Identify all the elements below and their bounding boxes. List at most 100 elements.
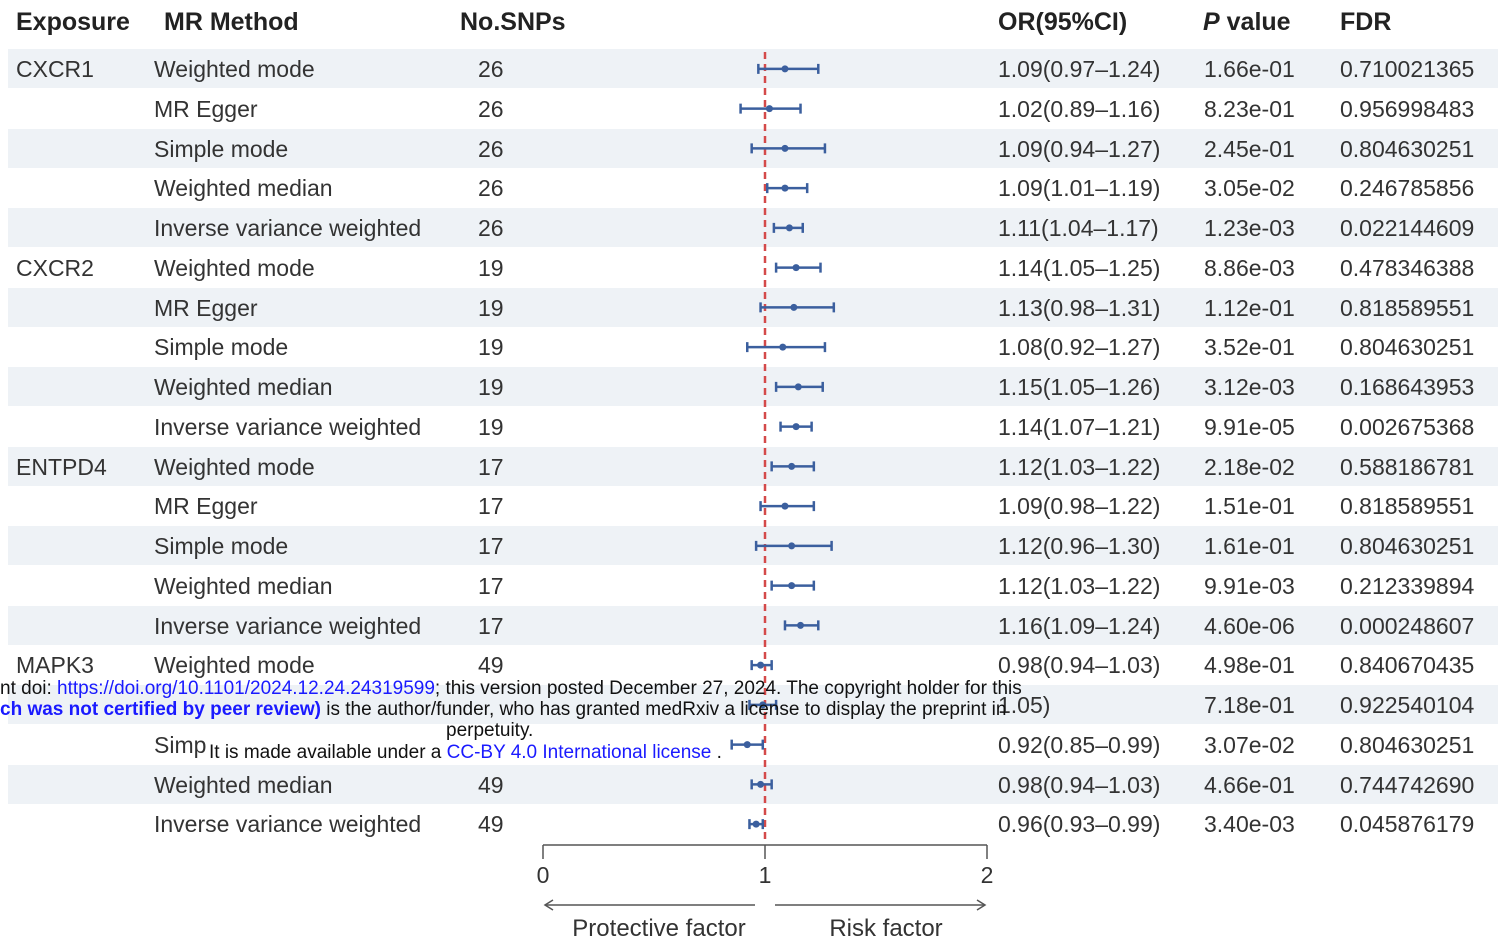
x-tick-label: 1 — [759, 862, 772, 888]
notice-available-suffix: . — [711, 742, 722, 763]
cell-nsnps: 26 — [478, 135, 504, 162]
cell-method: Inverse variance weighted — [154, 811, 422, 838]
cell-fdr: 0.744742690 — [1340, 771, 1475, 798]
cell-p-value: 3.12e-03 — [1204, 374, 1295, 400]
point-estimate — [788, 542, 796, 550]
cell-fdr: 0.168643953 — [1340, 374, 1475, 400]
cell-p-value: 3.07e-02 — [1204, 731, 1295, 758]
point-estimate — [779, 343, 787, 351]
cell-method: Weighted mode — [154, 652, 315, 679]
cell-or-ci: 1.09(1.01–1.19) — [998, 175, 1161, 202]
cell-method: Weighted mode — [154, 254, 315, 281]
x-tick-label: 0 — [537, 862, 550, 888]
cell-nsnps: 49 — [478, 652, 504, 679]
cell-fdr: 0.588186781 — [1340, 453, 1475, 480]
point-estimate — [781, 502, 789, 510]
cell-or-ci: 1.12(0.96–1.30) — [998, 533, 1161, 559]
cell-exposure: ENTPD4 — [16, 453, 107, 480]
cell-p-value: 4.60e-06 — [1204, 612, 1295, 639]
notice-line-2: ch was not certified by peer review) is … — [0, 699, 1006, 721]
cell-p-value: 8.23e-01 — [1204, 95, 1295, 122]
cell-fdr: 0.478346388 — [1340, 254, 1475, 281]
cell-exposure: MAPK3 — [16, 652, 94, 679]
table-row: MR Egger 17 1.09(0.98–1.22) 1.51e-01 0.81858… — [8, 486, 1498, 525]
cell-p-value: 8.86e-03 — [1204, 254, 1295, 281]
point-estimate — [757, 780, 765, 788]
cell-p-value: 1.12e-01 — [1204, 294, 1295, 321]
protective-factor-label: Protective factor — [572, 915, 745, 942]
cell-fdr: 0.956998483 — [1340, 95, 1475, 122]
cell-nsnps: 17 — [478, 453, 504, 480]
header-p-value: P value — [1203, 8, 1291, 37]
cell-or-ci: 1.09(0.97–1.24) — [998, 56, 1161, 82]
cell-p-value: 3.52e-01 — [1204, 334, 1295, 361]
cell-fdr: 0.212339894 — [1340, 572, 1475, 599]
cell-p-value: 1.51e-01 — [1204, 493, 1295, 520]
table-row: MR Egger 19 1.13(0.98–1.31) 1.12e-01 0.81858… — [8, 287, 1498, 327]
notice-line-3: perpetuity. — [446, 720, 534, 741]
cell-method: Weighted median — [154, 771, 333, 798]
header-exposure: Exposure — [16, 8, 130, 36]
notice-cc-link[interactable]: CC-BY 4.0 International license — [446, 742, 712, 763]
cell-fdr: 0.710021365 — [1340, 56, 1475, 82]
risk-arrow-head — [976, 899, 987, 911]
table-row: Weighted median 17 1.12(1.03–1.22) 9.91e-03… — [8, 566, 1498, 605]
notice-doi-link[interactable]: https://doi.org/10.1101/2024.12.24.24319… — [57, 678, 435, 699]
cell-nsnps: 49 — [478, 771, 504, 798]
cell-method: Weighted median — [154, 175, 333, 202]
cell-method: Weighted mode — [154, 453, 315, 480]
cell-method: Weighted median — [154, 572, 333, 599]
cell-method: MR Egger — [154, 95, 258, 122]
notice-peer-review[interactable]: ch was not certified by peer review) — [0, 699, 321, 720]
cell-p-value: 3.40e-03 — [1204, 811, 1295, 838]
table-row: MR Egger 26 1.02(0.89–1.16) 8.23e-01 0.95699… — [8, 89, 1498, 128]
cell-method: Simple mode — [154, 334, 289, 361]
cell-or-ci: 1.12(1.03–1.22) — [998, 453, 1161, 480]
table-row: Simp 0.92(0.85–0.99) 3.07e-02 0.804630251 — [8, 725, 1498, 764]
cell-method: MR Egger — [154, 493, 258, 520]
header-fdr: FDR — [1340, 8, 1392, 36]
cell-p-value: 9.91e-03 — [1204, 572, 1295, 599]
point-estimate — [752, 820, 760, 828]
cell-p-value: 9.91e-05 — [1204, 413, 1295, 440]
notice-line-1: nt doi: https://doi.org/10.1101/2024.12.… — [0, 678, 1022, 700]
cell-method: Inverse variance weighted — [154, 215, 422, 241]
notice-doi-suffix: ; this version posted December 27, 2024.… — [434, 678, 1022, 699]
cell-fdr: 0.000248607 — [1340, 612, 1475, 639]
table-row: Weighted median 26 1.09(1.01–1.19) 3.05e-02… — [8, 168, 1498, 207]
point-estimate — [788, 462, 796, 470]
point-estimate — [765, 105, 773, 113]
cell-nsnps: 17 — [478, 493, 504, 520]
cell-fdr: 0.045876179 — [1340, 811, 1475, 838]
cell-nsnps: 26 — [478, 56, 504, 82]
cell-p-value: 4.98e-01 — [1204, 652, 1295, 679]
table-row: CXCR2 Weighted mode 19 1.14(1.05–1.25) 8.86e… — [8, 248, 1498, 287]
table-row: Inverse variance weighted 17 1.16(1.09–1.2… — [8, 605, 1498, 645]
cell-or-ci: 1.08(0.92–1.27) — [998, 334, 1161, 361]
cell-fdr: 0.804630251 — [1340, 334, 1475, 361]
cell-method: Weighted mode — [154, 56, 315, 82]
cell-or-ci: 0.96(0.93–0.99) — [998, 811, 1161, 838]
point-estimate — [797, 621, 805, 629]
point-estimate — [785, 224, 793, 232]
point-estimate — [781, 144, 789, 152]
notice-license-text: is the author/funder, who has granted me… — [321, 699, 1007, 720]
cell-fdr: 0.840670435 — [1340, 652, 1475, 679]
table-row: Inverse variance weighted 19 1.14(1.07–1.2… — [8, 407, 1498, 446]
table-row: Inverse variance weighted 49 0.96(0.93–0.9… — [8, 804, 1498, 843]
header-mr-method: MR Method — [164, 8, 299, 36]
cell-or-ci: 0.98(0.94–1.03) — [998, 771, 1161, 798]
cell-nsnps: 19 — [478, 374, 504, 400]
header-no-snps: No.SNPs — [460, 8, 566, 36]
cell-p-value: 3.05e-02 — [1204, 175, 1295, 202]
cell-method: Simp — [154, 731, 207, 758]
cell-fdr: 0.818589551 — [1340, 294, 1475, 321]
cell-p-value: 2.45e-01 — [1204, 135, 1295, 162]
cell-or-ci: 1.09(0.94–1.27) — [998, 135, 1161, 162]
cell-or-ci: 1.15(1.05–1.26) — [998, 374, 1161, 400]
cell-p-value: 2.18e-02 — [1204, 453, 1295, 480]
cell-nsnps: 26 — [478, 215, 504, 241]
cell-method: Weighted median — [154, 374, 333, 400]
cell-nsnps: 19 — [478, 334, 504, 361]
cell-nsnps: 19 — [478, 413, 504, 440]
